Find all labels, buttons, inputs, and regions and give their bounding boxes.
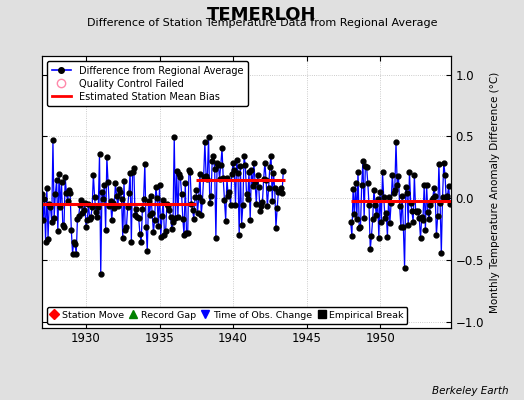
Legend: Station Move, Record Gap, Time of Obs. Change, Empirical Break: Station Move, Record Gap, Time of Obs. C… (47, 307, 407, 324)
Text: Berkeley Earth: Berkeley Earth (432, 386, 508, 396)
Text: TEMERLOH: TEMERLOH (208, 6, 316, 24)
Y-axis label: Monthly Temperature Anomaly Difference (°C): Monthly Temperature Anomaly Difference (… (489, 71, 499, 313)
Text: Difference of Station Temperature Data from Regional Average: Difference of Station Temperature Data f… (87, 18, 437, 28)
